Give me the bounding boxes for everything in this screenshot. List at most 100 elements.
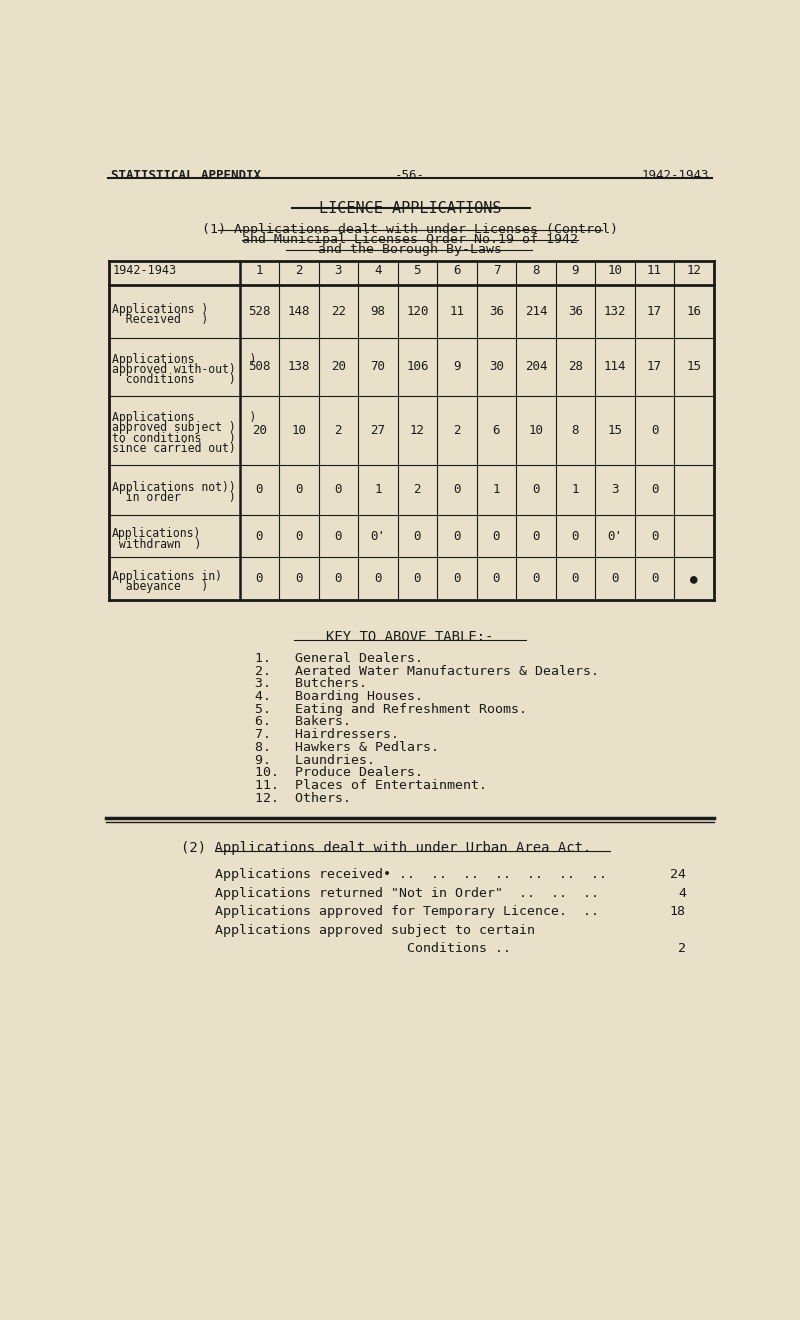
Text: Applications approved for Temporary Licence.  ..: Applications approved for Temporary Lice… bbox=[214, 906, 598, 919]
Text: 2.   Aerated Water Manufacturers & Dealers.: 2. Aerated Water Manufacturers & Dealers… bbox=[255, 665, 599, 677]
Text: 0: 0 bbox=[453, 572, 461, 585]
Text: 148: 148 bbox=[287, 305, 310, 318]
Text: 98: 98 bbox=[370, 305, 386, 318]
Text: 0: 0 bbox=[255, 483, 263, 496]
Text: (2) Applications dealt with under Urban Area Act.: (2) Applications dealt with under Urban … bbox=[182, 841, 592, 855]
Text: 0: 0 bbox=[295, 483, 302, 496]
Text: 0: 0 bbox=[532, 483, 540, 496]
Text: 6.   Bakers.: 6. Bakers. bbox=[255, 715, 351, 729]
Text: 10: 10 bbox=[291, 424, 306, 437]
Text: 8.   Hawkers & Pedlars.: 8. Hawkers & Pedlars. bbox=[255, 741, 439, 754]
Text: Applications returned "Not in Order"  ..  ..  ..: Applications returned "Not in Order" .. … bbox=[214, 887, 598, 900]
Text: 1: 1 bbox=[572, 483, 579, 496]
Text: 0: 0 bbox=[650, 483, 658, 496]
Text: 5: 5 bbox=[414, 264, 421, 277]
Text: 2: 2 bbox=[295, 264, 302, 277]
Text: 0: 0 bbox=[334, 483, 342, 496]
Text: KEY TO ABOVE TABLE:-: KEY TO ABOVE TABLE:- bbox=[326, 631, 494, 644]
Text: 0: 0 bbox=[453, 483, 461, 496]
Text: 138: 138 bbox=[287, 360, 310, 374]
Text: 12: 12 bbox=[410, 424, 425, 437]
Text: 7: 7 bbox=[493, 264, 500, 277]
Text: 0: 0 bbox=[572, 572, 579, 585]
Text: 204: 204 bbox=[525, 360, 547, 374]
Text: 1.   General Dealers.: 1. General Dealers. bbox=[255, 652, 423, 665]
Text: 0: 0 bbox=[453, 529, 461, 543]
Text: Applications not)): Applications not)) bbox=[112, 480, 235, 494]
Text: 0: 0 bbox=[650, 424, 658, 437]
Text: 27: 27 bbox=[370, 424, 386, 437]
Text: 0: 0 bbox=[572, 529, 579, 543]
Text: withdrawn  ): withdrawn ) bbox=[112, 537, 201, 550]
Text: 6: 6 bbox=[453, 264, 461, 277]
Text: 20: 20 bbox=[252, 424, 266, 437]
Text: 0: 0 bbox=[493, 572, 500, 585]
Text: 0: 0 bbox=[414, 529, 421, 543]
Text: 0: 0 bbox=[532, 572, 540, 585]
Text: 0: 0 bbox=[532, 529, 540, 543]
Text: 2: 2 bbox=[414, 483, 421, 496]
Text: approved with-out): approved with-out) bbox=[112, 363, 235, 376]
Text: 24: 24 bbox=[670, 869, 686, 882]
Text: 2: 2 bbox=[453, 424, 461, 437]
Text: 20: 20 bbox=[331, 360, 346, 374]
Text: Received   ): Received ) bbox=[112, 313, 208, 326]
Text: 8: 8 bbox=[532, 264, 540, 277]
Text: 36: 36 bbox=[568, 305, 583, 318]
Text: 0: 0 bbox=[255, 529, 263, 543]
Text: 0: 0 bbox=[611, 572, 618, 585]
Text: LICENCE APPLICATIONS: LICENCE APPLICATIONS bbox=[318, 201, 502, 215]
Text: 114: 114 bbox=[604, 360, 626, 374]
Text: 1: 1 bbox=[255, 264, 263, 277]
Text: Applications in): Applications in) bbox=[112, 570, 222, 582]
Text: 3: 3 bbox=[334, 264, 342, 277]
Text: 0: 0 bbox=[295, 529, 302, 543]
Text: ●: ● bbox=[690, 572, 698, 585]
Text: 30: 30 bbox=[489, 360, 504, 374]
Text: 11.  Places of Entertainment.: 11. Places of Entertainment. bbox=[255, 779, 487, 792]
Text: 0: 0 bbox=[493, 529, 500, 543]
Text: 10: 10 bbox=[607, 264, 622, 277]
Text: 0: 0 bbox=[334, 529, 342, 543]
Text: 528: 528 bbox=[248, 305, 270, 318]
Text: 0: 0 bbox=[414, 572, 421, 585]
Text: conditions     ): conditions ) bbox=[112, 374, 235, 387]
Text: 1: 1 bbox=[493, 483, 500, 496]
Text: STATISTICAL APPENDIX: STATISTICAL APPENDIX bbox=[111, 169, 261, 182]
Text: 36: 36 bbox=[489, 305, 504, 318]
Text: 9.   Laundries.: 9. Laundries. bbox=[255, 754, 375, 767]
Text: 11: 11 bbox=[450, 305, 464, 318]
Text: 11: 11 bbox=[647, 264, 662, 277]
Text: 508: 508 bbox=[248, 360, 270, 374]
Text: Applications        ): Applications ) bbox=[112, 352, 256, 366]
Text: 0: 0 bbox=[255, 572, 263, 585]
Text: 9: 9 bbox=[453, 360, 461, 374]
Text: approved subject ): approved subject ) bbox=[112, 421, 235, 434]
Text: Applications approved subject to certain: Applications approved subject to certain bbox=[214, 924, 534, 937]
Text: and the Borough By-Laws: and the Borough By-Laws bbox=[318, 243, 502, 256]
Text: 0': 0' bbox=[370, 529, 386, 543]
Text: 1: 1 bbox=[374, 483, 382, 496]
Text: 2: 2 bbox=[334, 424, 342, 437]
Text: abeyance   ): abeyance ) bbox=[112, 579, 208, 593]
Text: in order       ): in order ) bbox=[112, 491, 235, 504]
Text: Applications): Applications) bbox=[112, 527, 201, 540]
Text: Conditions ..: Conditions .. bbox=[214, 942, 510, 956]
Text: 0: 0 bbox=[295, 572, 302, 585]
Text: 1942-1943: 1942-1943 bbox=[112, 264, 177, 277]
Text: Applications ): Applications ) bbox=[112, 302, 208, 315]
Text: 1942-1943: 1942-1943 bbox=[642, 169, 709, 182]
Text: 0': 0' bbox=[607, 529, 622, 543]
Text: 70: 70 bbox=[370, 360, 386, 374]
Text: 0: 0 bbox=[650, 529, 658, 543]
Text: 0: 0 bbox=[334, 572, 342, 585]
Text: -56-: -56- bbox=[395, 169, 425, 182]
Text: 10: 10 bbox=[529, 424, 543, 437]
Text: 9: 9 bbox=[572, 264, 579, 277]
Text: 15: 15 bbox=[607, 424, 622, 437]
Text: 0: 0 bbox=[650, 572, 658, 585]
Text: 120: 120 bbox=[406, 305, 429, 318]
Text: 0: 0 bbox=[374, 572, 382, 585]
Text: 8: 8 bbox=[572, 424, 579, 437]
Text: (1) Applications dealt with under Licenses (Control): (1) Applications dealt with under Licens… bbox=[202, 223, 618, 236]
